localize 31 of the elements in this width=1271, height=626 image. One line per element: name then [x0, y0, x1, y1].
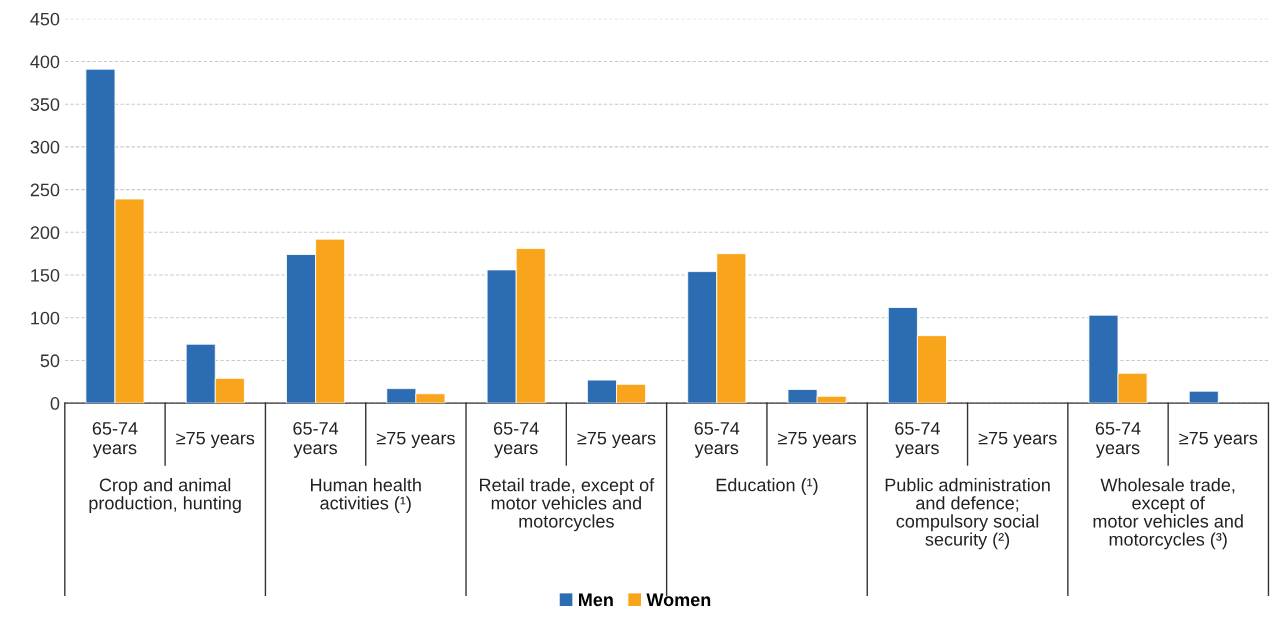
x-tick-label: 65-74 years	[1095, 422, 1141, 458]
y-tick-label: 400	[30, 55, 60, 69]
y-tick-label: 50	[40, 354, 60, 368]
text: Public administration and defence; compulsory social security (²)	[885, 478, 1050, 550]
x-tick-label: 65-74 years	[895, 422, 940, 458]
x-tick-label: 65-74 years	[494, 422, 539, 458]
y-tick-label: 100	[31, 311, 60, 325]
y-tick-label: 300	[30, 140, 60, 154]
x-tick-label: 65-74 years	[293, 422, 339, 458]
bar	[1188, 390, 1219, 404]
text: Crop and animal production, hunting	[89, 478, 241, 514]
y-tick-label: 150	[31, 268, 60, 282]
x-tick-label: ≥75 years	[577, 431, 656, 449]
x-tick-label: ≥75 years	[978, 431, 1057, 449]
y-tick-label: 0	[50, 397, 60, 410]
legend-label: Men	[578, 593, 613, 607]
x-tick-label: ≥75 years	[1179, 431, 1258, 449]
y-tick-label: 450	[30, 12, 60, 26]
x-tick-label: ≥75 years	[778, 431, 857, 449]
text: Human health activities (¹)	[311, 478, 421, 514]
text: Wholesale trade, except of motor vehicles and motorcycles (³)	[1093, 478, 1243, 550]
x-tick-label: ≥75 years	[376, 431, 455, 449]
y-tick-label: 250	[30, 183, 60, 197]
text: Education (¹)	[716, 478, 818, 495]
legend-label: Women	[646, 593, 711, 607]
x-tick-label: 65-74 years	[694, 422, 740, 458]
text: Retail trade, except of motor vehicles and motorcycles	[480, 478, 655, 532]
x-tick-label: ≥75 years	[176, 431, 255, 449]
y-tick-label: 350	[30, 98, 60, 111]
y-tick-label: 200	[30, 226, 60, 240]
x-tick-label: 65-74 years	[92, 422, 138, 458]
